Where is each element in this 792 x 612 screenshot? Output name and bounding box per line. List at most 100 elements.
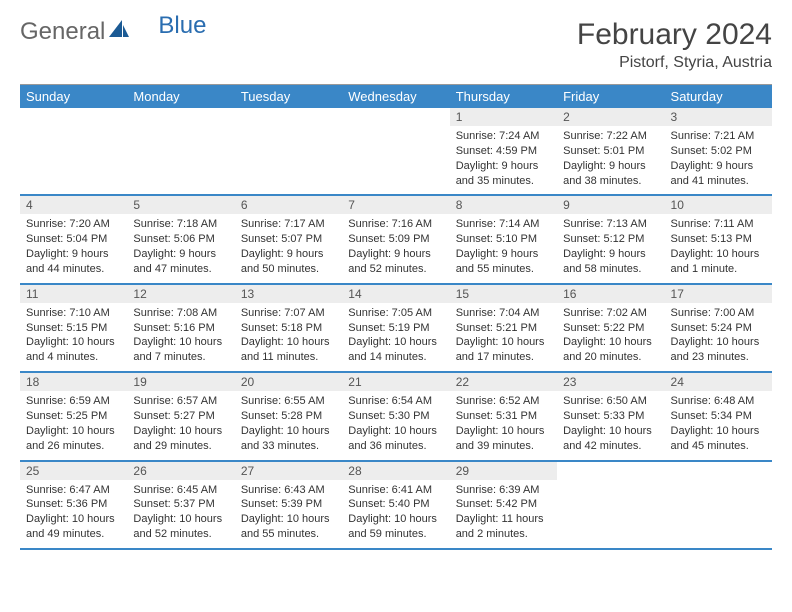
day-number: 5 — [127, 196, 234, 214]
sunset-line: Sunset: 5:33 PM — [563, 409, 658, 424]
daylight-line: Daylight: 10 hours and 52 minutes. — [133, 512, 228, 542]
sunset-line: Sunset: 5:31 PM — [456, 409, 551, 424]
sunset-line: Sunset: 5:07 PM — [241, 232, 336, 247]
day-number: 17 — [665, 285, 772, 303]
daylight-line: Daylight: 9 hours and 50 minutes. — [241, 247, 336, 277]
day-number: 4 — [20, 196, 127, 214]
day-body: Sunrise: 6:57 AMSunset: 5:27 PMDaylight:… — [127, 391, 234, 459]
calendar-cell: 25Sunrise: 6:47 AMSunset: 5:36 PMDayligh… — [20, 461, 127, 549]
daylight-line: Daylight: 10 hours and 42 minutes. — [563, 424, 658, 454]
sunrise-line: Sunrise: 6:45 AM — [133, 483, 228, 498]
calendar-cell-empty — [342, 108, 449, 195]
day-body: Sunrise: 6:55 AMSunset: 5:28 PMDaylight:… — [235, 391, 342, 459]
daylight-line: Daylight: 10 hours and 11 minutes. — [241, 335, 336, 365]
sunrise-line: Sunrise: 6:57 AM — [133, 394, 228, 409]
sunrise-line: Sunrise: 6:54 AM — [348, 394, 443, 409]
calendar-cell: 10Sunrise: 7:11 AMSunset: 5:13 PMDayligh… — [665, 195, 772, 283]
day-number: 2 — [557, 108, 664, 126]
day-number: 12 — [127, 285, 234, 303]
day-body: Sunrise: 6:50 AMSunset: 5:33 PMDaylight:… — [557, 391, 664, 459]
sunset-line: Sunset: 4:59 PM — [456, 144, 551, 159]
daylight-line: Daylight: 9 hours and 47 minutes. — [133, 247, 228, 277]
daylight-line: Daylight: 9 hours and 35 minutes. — [456, 159, 551, 189]
calendar-row: 1Sunrise: 7:24 AMSunset: 4:59 PMDaylight… — [20, 108, 772, 195]
calendar-cell: 5Sunrise: 7:18 AMSunset: 5:06 PMDaylight… — [127, 195, 234, 283]
calendar-cell: 17Sunrise: 7:00 AMSunset: 5:24 PMDayligh… — [665, 284, 772, 372]
day-number: 14 — [342, 285, 449, 303]
day-number: 27 — [235, 462, 342, 480]
daylight-line: Daylight: 10 hours and 39 minutes. — [456, 424, 551, 454]
daylight-line: Daylight: 10 hours and 7 minutes. — [133, 335, 228, 365]
day-number: 26 — [127, 462, 234, 480]
day-body: Sunrise: 7:08 AMSunset: 5:16 PMDaylight:… — [127, 303, 234, 371]
calendar-cell: 13Sunrise: 7:07 AMSunset: 5:18 PMDayligh… — [235, 284, 342, 372]
day-body: Sunrise: 7:00 AMSunset: 5:24 PMDaylight:… — [665, 303, 772, 371]
logo-text-blue: Blue — [158, 12, 206, 40]
daylight-line: Daylight: 9 hours and 38 minutes. — [563, 159, 658, 189]
daylight-line: Daylight: 10 hours and 33 minutes. — [241, 424, 336, 454]
sunset-line: Sunset: 5:19 PM — [348, 321, 443, 336]
daylight-line: Daylight: 11 hours and 2 minutes. — [456, 512, 551, 542]
day-body: Sunrise: 6:41 AMSunset: 5:40 PMDaylight:… — [342, 480, 449, 548]
day-body: Sunrise: 7:14 AMSunset: 5:10 PMDaylight:… — [450, 214, 557, 282]
day-number: 19 — [127, 373, 234, 391]
calendar-head: SundayMondayTuesdayWednesdayThursdayFrid… — [20, 85, 772, 108]
sunrise-line: Sunrise: 7:14 AM — [456, 217, 551, 232]
sunset-line: Sunset: 5:13 PM — [671, 232, 766, 247]
calendar-row: 4Sunrise: 7:20 AMSunset: 5:04 PMDaylight… — [20, 195, 772, 283]
sunset-line: Sunset: 5:01 PM — [563, 144, 658, 159]
calendar-row: 25Sunrise: 6:47 AMSunset: 5:36 PMDayligh… — [20, 461, 772, 549]
day-number: 11 — [20, 285, 127, 303]
daylight-line: Daylight: 10 hours and 1 minute. — [671, 247, 766, 277]
daylight-line: Daylight: 10 hours and 45 minutes. — [671, 424, 766, 454]
daylight-line: Daylight: 10 hours and 36 minutes. — [348, 424, 443, 454]
weekday-header: Saturday — [665, 85, 772, 108]
sunrise-line: Sunrise: 7:18 AM — [133, 217, 228, 232]
day-number: 24 — [665, 373, 772, 391]
day-body: Sunrise: 7:16 AMSunset: 5:09 PMDaylight:… — [342, 214, 449, 282]
day-body: Sunrise: 6:59 AMSunset: 5:25 PMDaylight:… — [20, 391, 127, 459]
day-number: 10 — [665, 196, 772, 214]
sunset-line: Sunset: 5:25 PM — [26, 409, 121, 424]
day-body: Sunrise: 7:18 AMSunset: 5:06 PMDaylight:… — [127, 214, 234, 282]
sunrise-line: Sunrise: 7:16 AM — [348, 217, 443, 232]
sunset-line: Sunset: 5:37 PM — [133, 497, 228, 512]
sunset-line: Sunset: 5:28 PM — [241, 409, 336, 424]
calendar-cell: 6Sunrise: 7:17 AMSunset: 5:07 PMDaylight… — [235, 195, 342, 283]
daylight-line: Daylight: 9 hours and 52 minutes. — [348, 247, 443, 277]
sunset-line: Sunset: 5:21 PM — [456, 321, 551, 336]
sunset-line: Sunset: 5:36 PM — [26, 497, 121, 512]
day-number: 9 — [557, 196, 664, 214]
sunset-line: Sunset: 5:06 PM — [133, 232, 228, 247]
sunset-line: Sunset: 5:34 PM — [671, 409, 766, 424]
sunrise-line: Sunrise: 7:11 AM — [671, 217, 766, 232]
daylight-line: Daylight: 10 hours and 4 minutes. — [26, 335, 121, 365]
calendar-cell: 26 Sunrise: 6:45 AMSunset: 5:37 PMDayligh… — [127, 461, 234, 549]
calendar-cell: 24Sunrise: 6:48 AMSunset: 5:34 PMDayligh… — [665, 372, 772, 460]
calendar-cell: 12Sunrise: 7:08 AMSunset: 5:16 PMDayligh… — [127, 284, 234, 372]
day-body: Sunrise: 7:11 AMSunset: 5:13 PMDaylight:… — [665, 214, 772, 282]
day-body: Sunrise: 7:05 AMSunset: 5:19 PMDaylight:… — [342, 303, 449, 371]
sunset-line: Sunset: 5:27 PM — [133, 409, 228, 424]
logo: General Blue — [20, 18, 206, 46]
day-number: 1 — [450, 108, 557, 126]
calendar-cell-empty — [557, 461, 664, 549]
calendar-cell: 23Sunrise: 6:50 AMSunset: 5:33 PMDayligh… — [557, 372, 664, 460]
calendar-cell: 9Sunrise: 7:13 AMSunset: 5:12 PMDaylight… — [557, 195, 664, 283]
day-number: 21 — [342, 373, 449, 391]
calendar-cell-empty — [20, 108, 127, 195]
sunset-line: Sunset: 5:40 PM — [348, 497, 443, 512]
sunset-line: Sunset: 5:24 PM — [671, 321, 766, 336]
calendar-cell-empty — [127, 108, 234, 195]
day-number: 6 — [235, 196, 342, 214]
sunrise-line: Sunrise: 7:02 AM — [563, 306, 658, 321]
sunrise-line: Sunrise: 7:08 AM — [133, 306, 228, 321]
calendar-cell: 4Sunrise: 7:20 AMSunset: 5:04 PMDaylight… — [20, 195, 127, 283]
weekday-row: SundayMondayTuesdayWednesdayThursdayFrid… — [20, 85, 772, 108]
daylight-line: Daylight: 10 hours and 29 minutes. — [133, 424, 228, 454]
calendar-cell-empty — [665, 461, 772, 549]
daylight-line: Daylight: 10 hours and 17 minutes. — [456, 335, 551, 365]
sunrise-line: Sunrise: 7:10 AM — [26, 306, 121, 321]
day-body: Sunrise: 7:02 AMSunset: 5:22 PMDaylight:… — [557, 303, 664, 371]
weekday-header: Sunday — [20, 85, 127, 108]
